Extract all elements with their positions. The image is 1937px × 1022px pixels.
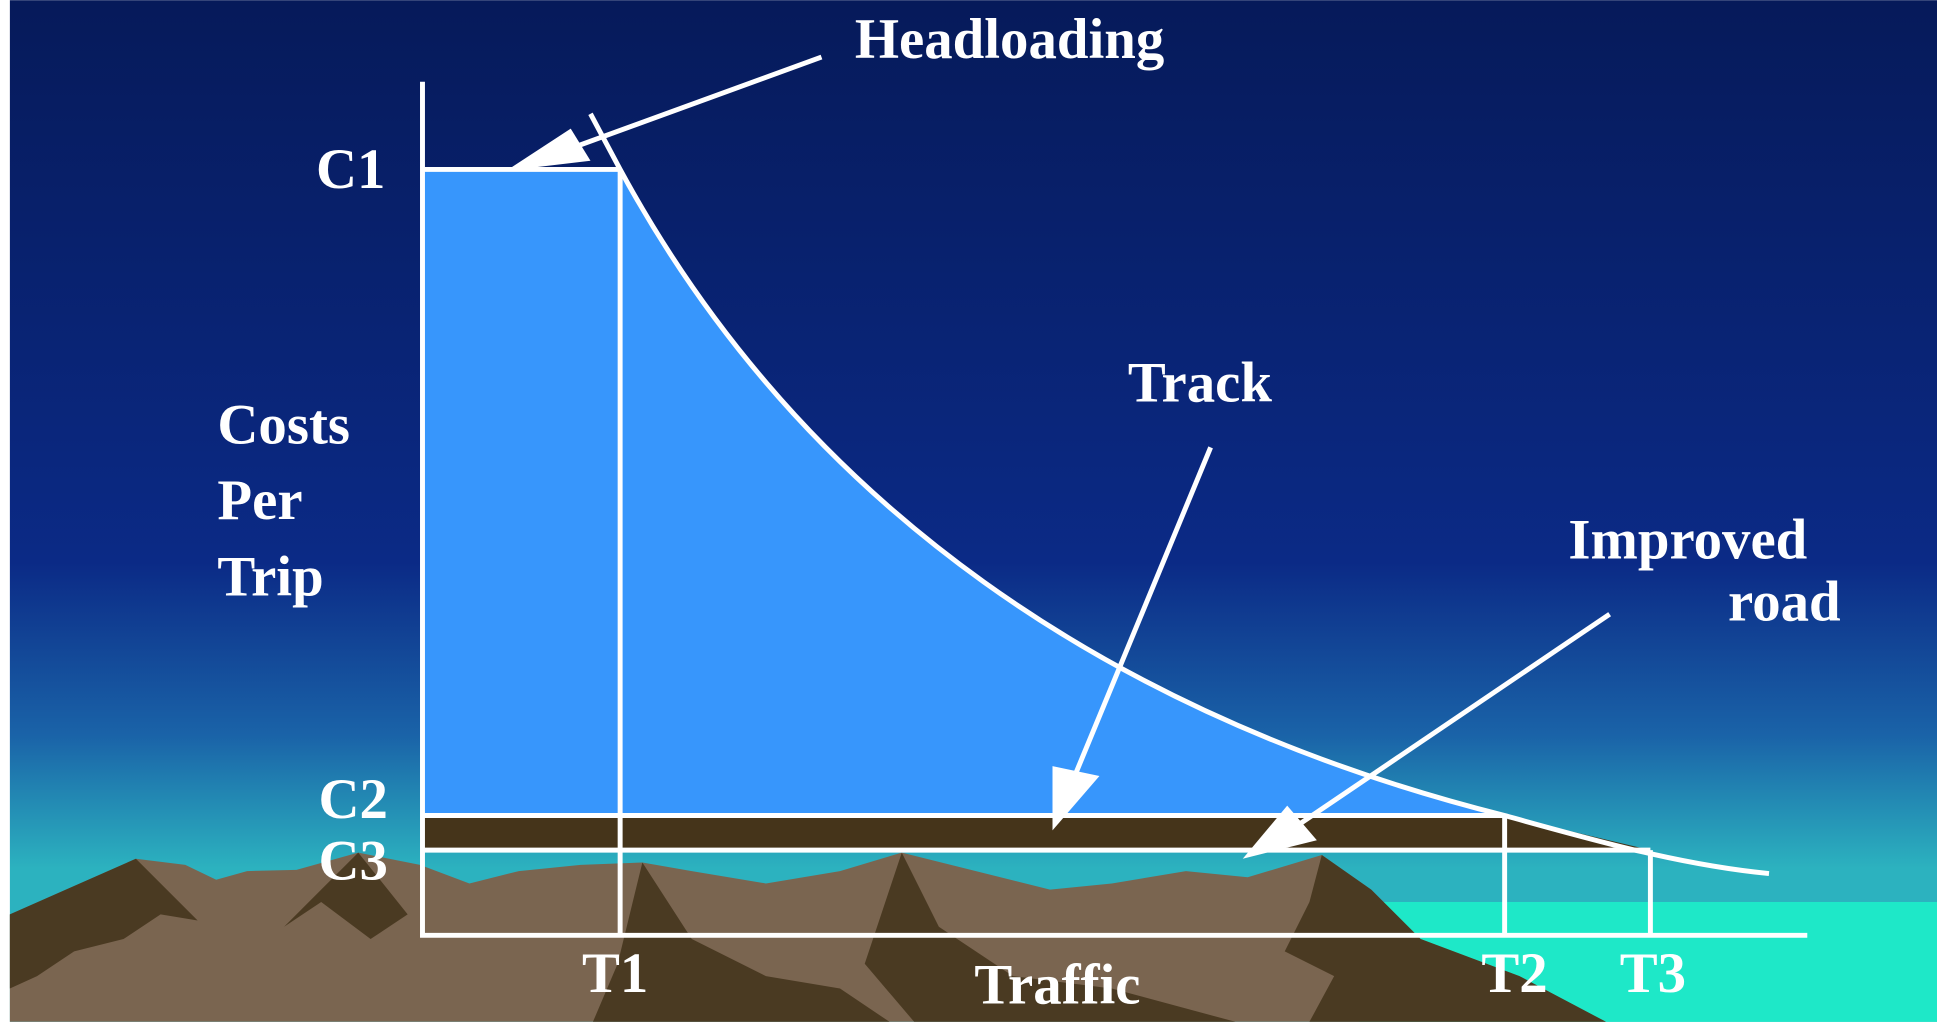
traffic-level: T3 — [1620, 942, 1686, 1005]
road-label: road — [1728, 570, 1841, 633]
track-label: Track — [1128, 352, 1273, 415]
headloading-label: Headloading — [855, 8, 1164, 71]
y-axis-label: Trip — [217, 546, 323, 609]
cost-level: C1 — [316, 138, 385, 201]
traffic-level: T2 — [1481, 942, 1547, 1005]
x-axis-label: Traffic — [974, 953, 1140, 1016]
y-axis-label: Costs — [217, 394, 350, 457]
road-band — [422, 816, 1650, 851]
cost-level: C3 — [318, 830, 387, 893]
y-axis-label: Per — [217, 469, 302, 532]
diagram: Headloading Track Improved road Costs Pe… — [0, 0, 1937, 1022]
road-label: Improved — [1568, 509, 1807, 572]
traffic-level: T1 — [582, 942, 648, 1005]
page: Headloading Track Improved road Costs Pe… — [0, 0, 1937, 1022]
cost-level: C2 — [318, 768, 387, 831]
